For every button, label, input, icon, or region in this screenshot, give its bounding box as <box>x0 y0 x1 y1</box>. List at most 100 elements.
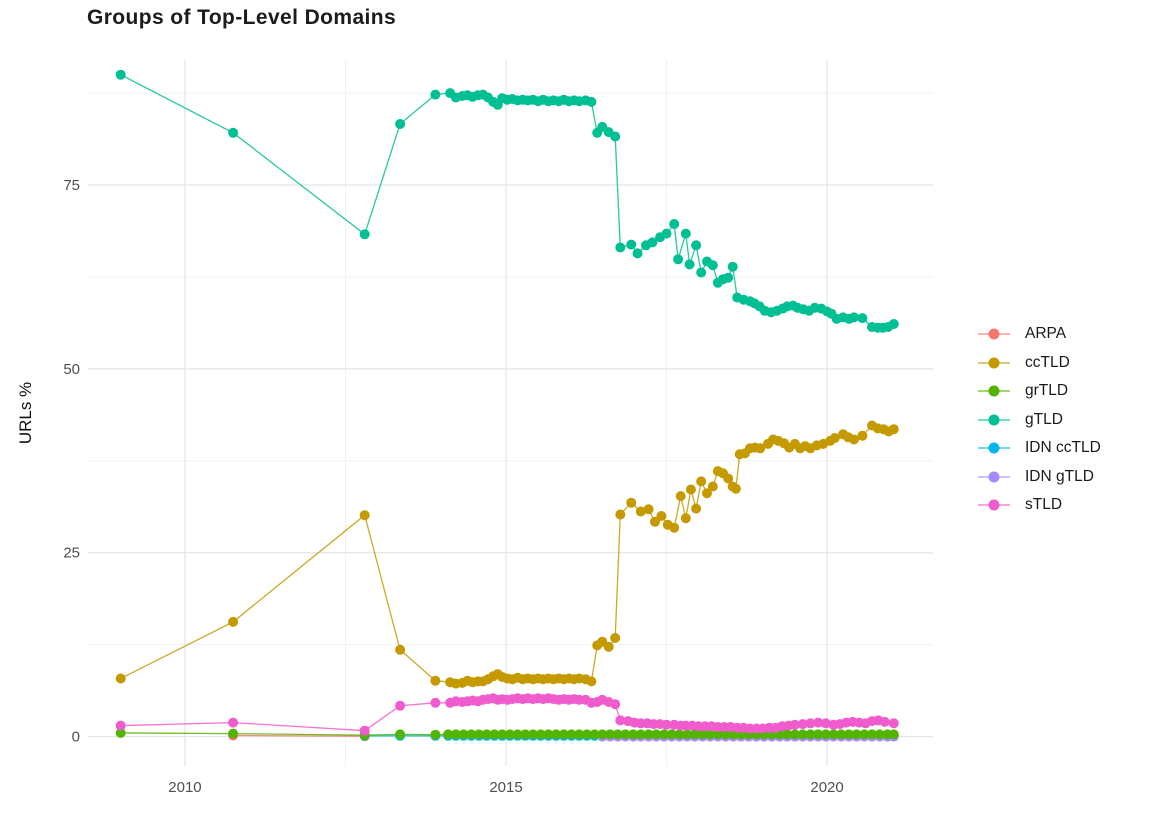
data-point <box>430 729 441 740</box>
data-point <box>650 516 660 527</box>
data-point <box>674 729 685 740</box>
data-point <box>656 511 667 521</box>
data-point <box>782 729 793 740</box>
data-point <box>228 616 239 627</box>
y-tick-label: 75 <box>63 177 80 194</box>
data-point <box>857 430 868 441</box>
data-point <box>605 729 615 740</box>
data-point <box>849 312 859 323</box>
y-tick-label: 25 <box>63 545 80 562</box>
data-point <box>228 728 239 739</box>
legend-item-arpa: ARPA <box>977 320 1101 349</box>
legend-item-label: IDN gTLD <box>1025 467 1094 485</box>
data-point <box>813 717 824 728</box>
legend-item-gtld: gTLD <box>977 406 1101 435</box>
data-point <box>702 488 712 499</box>
data-point <box>828 729 839 740</box>
data-point <box>659 729 669 740</box>
series-stld <box>115 693 899 736</box>
data-point <box>504 729 515 740</box>
data-point <box>723 473 734 484</box>
data-point <box>603 641 614 652</box>
data-point <box>789 719 800 730</box>
data-point <box>789 729 800 740</box>
data-point <box>843 729 854 740</box>
data-point <box>859 729 870 740</box>
data-point <box>723 272 734 283</box>
data-point <box>669 219 680 229</box>
data-point <box>820 729 831 740</box>
data-point <box>543 729 554 740</box>
data-point <box>566 729 577 740</box>
data-point <box>666 729 677 740</box>
data-point <box>497 729 508 740</box>
data-point <box>443 729 454 740</box>
legend-item-cctld: ccTLD <box>977 349 1101 378</box>
data-point <box>615 715 626 726</box>
data-point <box>820 718 831 729</box>
data-point <box>661 719 672 730</box>
data-point <box>558 729 569 740</box>
data-point <box>520 729 531 740</box>
data-point <box>651 729 662 740</box>
data-point <box>481 729 492 740</box>
legend-item-label: IDN ccTLD <box>1025 439 1101 457</box>
data-point <box>696 267 707 278</box>
data-point <box>675 491 686 502</box>
data-point <box>727 261 738 272</box>
series-cctld <box>115 420 899 689</box>
data-point <box>395 729 406 740</box>
data-point <box>228 127 239 138</box>
data-point <box>597 729 608 740</box>
data-point <box>586 676 597 687</box>
data-point <box>359 510 370 521</box>
data-point <box>612 729 623 740</box>
data-point <box>879 716 890 727</box>
legend-item-label: ARPA <box>1025 325 1067 343</box>
legend-key-cctld-icon <box>978 357 1010 369</box>
data-point <box>888 718 899 729</box>
legend-item-label: grTLD <box>1025 382 1069 400</box>
data-point <box>581 729 592 740</box>
data-point <box>647 237 658 248</box>
data-point <box>888 319 899 329</box>
data-point <box>574 729 585 740</box>
data-point <box>673 254 684 265</box>
data-point <box>430 89 441 100</box>
legend-item-label: sTLD <box>1025 496 1063 514</box>
data-point <box>615 509 626 520</box>
data-point <box>707 260 718 271</box>
data-point <box>610 633 621 643</box>
axis-tick-labels: 0 25 50 75 2010 2015 2020 <box>63 177 843 796</box>
data-point <box>228 717 239 728</box>
data-point <box>359 229 370 240</box>
data-point <box>528 729 538 740</box>
data-point <box>813 729 824 740</box>
legend-item-label: ccTLD <box>1025 353 1070 371</box>
legend: ARPA ccTLD grTLD gTLD IDN ccTLD IDN gTLD sTLD <box>977 320 1101 520</box>
gridlines <box>88 60 933 766</box>
data-point <box>797 719 808 730</box>
data-point <box>669 522 680 533</box>
y-tick-label: 0 <box>72 729 80 746</box>
data-point <box>730 483 741 494</box>
series-gtld <box>115 69 899 333</box>
data-point <box>643 504 654 515</box>
data-point <box>610 131 621 142</box>
data-point <box>458 729 469 740</box>
data-point <box>685 484 696 495</box>
x-tick-label: 2010 <box>168 779 201 796</box>
data-point <box>682 729 693 740</box>
legend-key-stld-icon <box>978 499 1010 511</box>
data-point <box>705 729 716 740</box>
data-point <box>797 729 808 740</box>
legend-key-gtld-icon <box>978 414 1010 426</box>
data-point <box>712 729 723 740</box>
data-point <box>836 729 847 740</box>
x-tick-label: 2015 <box>489 779 522 796</box>
legend-item-stld: sTLD <box>977 491 1101 520</box>
x-tick-label: 2020 <box>810 779 843 796</box>
data-point <box>851 729 862 740</box>
data-point <box>359 725 370 736</box>
